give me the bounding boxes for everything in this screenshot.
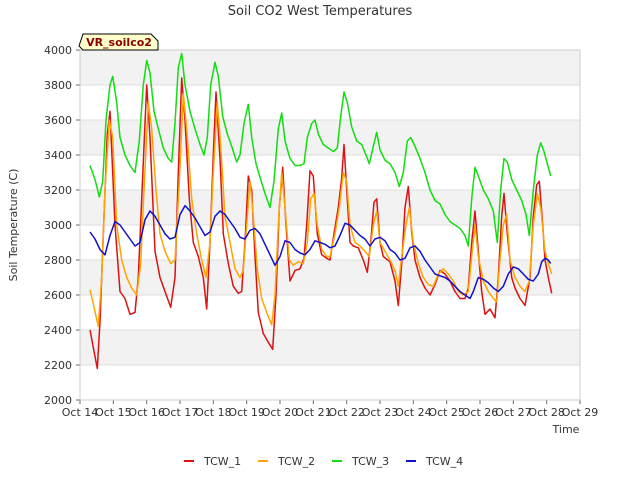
legend-label: TCW_3 [351,455,389,468]
y-tick-label: 3600 [44,114,72,127]
x-tick-label: Oct 21 [295,406,332,419]
chart-title: Soil CO2 West Temperatures [228,4,413,19]
x-tick-label: Oct 16 [128,406,165,419]
y-tick-label: 3000 [44,219,72,232]
y-tick-label: 2000 [44,394,72,407]
plot-band [80,295,580,330]
x-tick-label: Oct 17 [162,406,199,419]
x-tick-label: Oct 24 [395,406,432,419]
x-tick-label: Oct 23 [362,406,399,419]
x-tick-label: Oct 19 [228,406,265,419]
legend-label: TCW_1 [203,455,241,468]
legend-label: TCW_4 [425,455,463,468]
x-tick-label: Oct 15 [95,406,132,419]
y-tick-label: 3200 [44,184,72,197]
y-tick-label: 2800 [44,254,72,267]
series-line-tcw-3 [89,52,552,247]
plot-frame [79,49,581,401]
series-line-tcw-1 [89,77,553,370]
badge-box [78,33,159,51]
station-badge: VR_soilco2 [78,33,159,51]
badge-label: VR_soilco2 [86,36,152,49]
y-tick-label: 2200 [44,359,72,372]
plot-band [80,50,580,85]
legend: TCW_1 TCW_2 TCW_3 TCW_4 [184,455,463,468]
x-tick-label: Oct 28 [528,406,565,419]
y-tick-label: 3800 [44,79,72,92]
x-tick-label: Oct 29 [562,406,599,419]
y-tick-label: 3400 [44,149,72,162]
x-tick-label: Oct 25 [428,406,465,419]
series-lines [89,52,553,370]
x-tick-label: Oct 18 [195,406,232,419]
plot-band [80,260,580,295]
y-tick-label: 2600 [44,289,72,302]
series-line-tcw-2 [89,93,553,328]
x-tick-label: Oct 26 [462,406,499,419]
x-tick-label: Oct 14 [62,406,99,419]
y-axis-ticks: 2000 2200 2400 2600 2800 3000 3200 3400 3600 3800… [44,44,80,407]
y-tick-label: 4000 [44,44,72,57]
plot-band [80,85,580,120]
x-axis-label: Time [552,423,580,436]
plot-band [80,330,580,365]
x-tick-label: Oct 22 [328,406,365,419]
plot-band [80,155,580,190]
y-tick-label: 2400 [44,324,72,337]
x-tick-label: Oct 20 [262,406,299,419]
y-axis-label: Soil Temperature (C) [7,169,20,282]
plot-band [80,365,580,400]
x-tick-label: Oct 27 [495,406,532,419]
plot-band [80,190,580,225]
legend-label: TCW_2 [277,455,315,468]
series-line-tcw-4 [89,204,552,300]
